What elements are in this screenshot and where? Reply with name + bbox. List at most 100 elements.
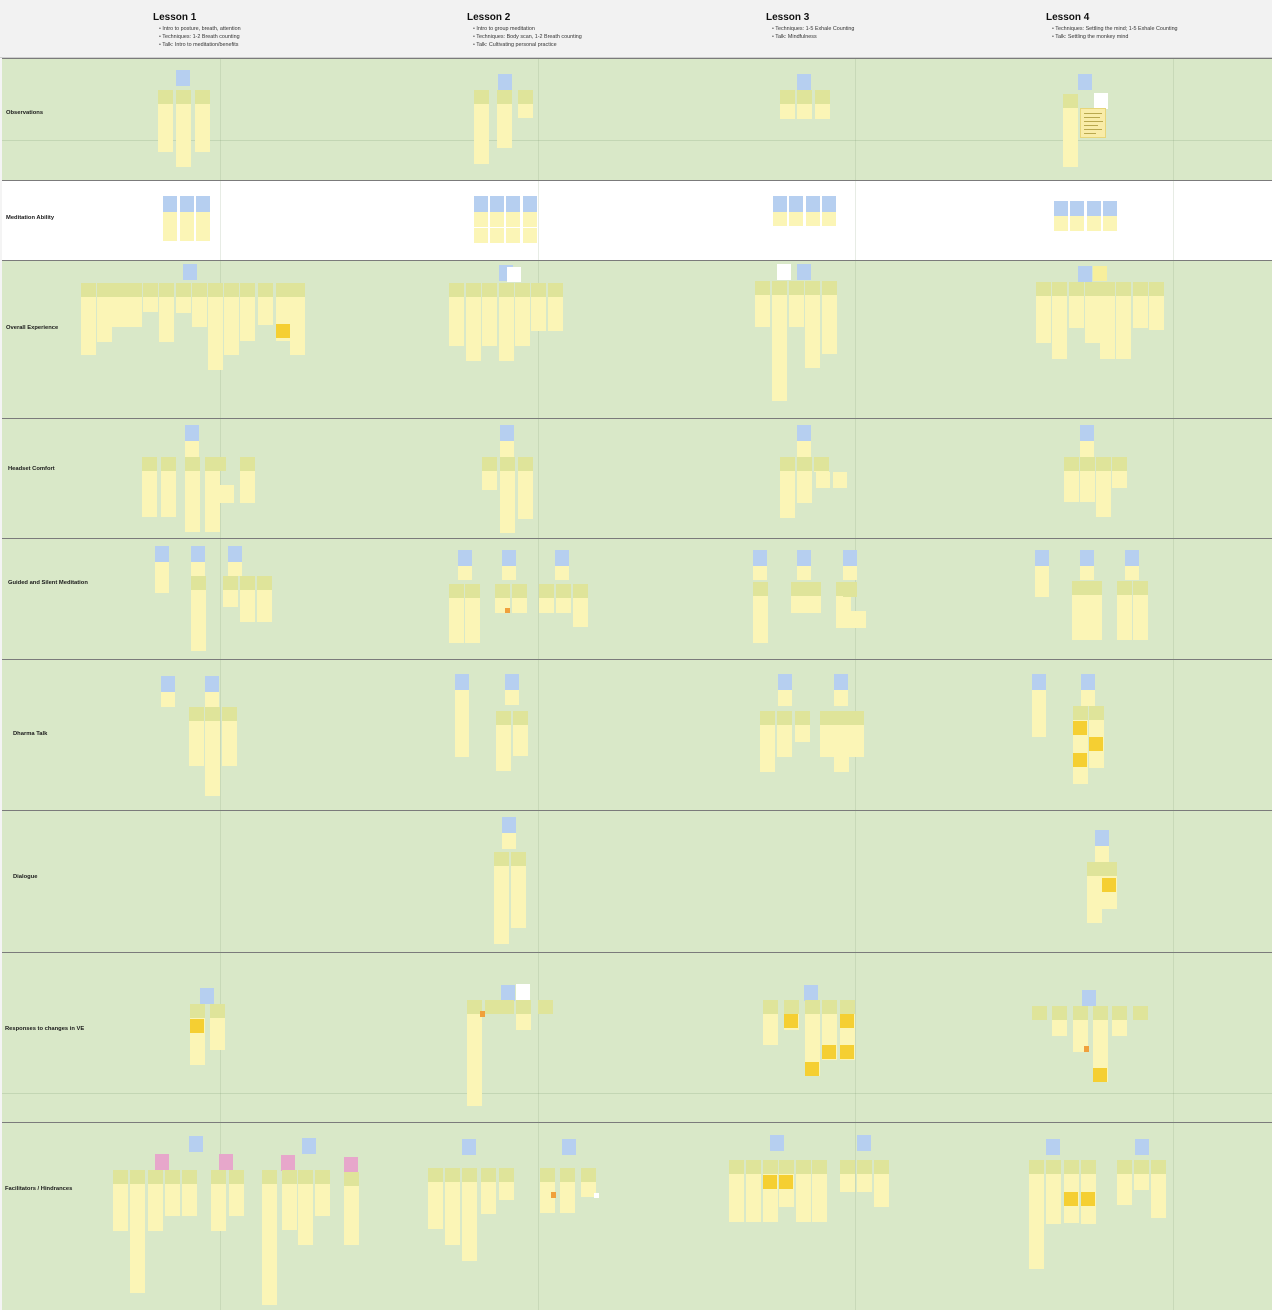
sticky-note[interactable]	[449, 598, 464, 643]
sticky-note-category[interactable]	[1052, 282, 1067, 296]
sticky-note-category[interactable]	[499, 1168, 514, 1182]
sticky-note[interactable]	[729, 1174, 744, 1222]
sticky-note[interactable]	[857, 1174, 872, 1192]
sticky-note[interactable]	[191, 562, 205, 576]
sticky-note[interactable]	[499, 1182, 514, 1200]
sticky-note[interactable]	[814, 471, 829, 472]
sticky-note-category[interactable]	[497, 90, 512, 104]
sticky-note-category[interactable]	[208, 283, 223, 297]
sticky-note[interactable]	[555, 566, 569, 580]
sticky-note[interactable]	[195, 104, 210, 152]
sticky-note-highlight[interactable]	[763, 1175, 777, 1189]
sticky-note-theme[interactable]	[500, 425, 514, 441]
sticky-note-category[interactable]	[223, 576, 238, 590]
sticky-note-category[interactable]	[1116, 282, 1131, 296]
sticky-note-theme[interactable]	[555, 550, 569, 566]
sticky-note-category[interactable]	[763, 1160, 778, 1174]
sticky-note[interactable]	[185, 441, 199, 457]
sticky-note-theme[interactable]	[498, 74, 512, 90]
sticky-note-category[interactable]	[165, 1170, 180, 1184]
sticky-note[interactable]	[228, 562, 242, 576]
sticky-note[interactable]	[753, 596, 768, 643]
sticky-note-category[interactable]	[1081, 1160, 1096, 1174]
sticky-note-category[interactable]	[445, 1168, 460, 1182]
sticky-note-theme[interactable]	[1095, 830, 1109, 846]
sticky-note-category[interactable]	[449, 584, 464, 598]
sticky-note[interactable]	[474, 212, 488, 227]
sticky-note-category[interactable]	[127, 283, 142, 297]
sticky-note[interactable]	[490, 212, 504, 227]
sticky-note-pink[interactable]	[219, 1154, 233, 1170]
sticky-note-category[interactable]	[276, 283, 291, 297]
sticky-note-theme[interactable]	[562, 1139, 576, 1155]
sticky-note-category[interactable]	[191, 576, 206, 590]
sticky-note-theme[interactable]	[797, 74, 811, 90]
sticky-note[interactable]	[843, 566, 857, 580]
sticky-note[interactable]	[196, 212, 210, 241]
sticky-note-category[interactable]	[581, 1168, 596, 1182]
sticky-note-category[interactable]	[729, 1160, 744, 1174]
sticky-note-theme[interactable]	[1103, 201, 1117, 217]
sticky-note-category[interactable]	[262, 1170, 277, 1184]
sticky-note-blank[interactable]	[1094, 93, 1108, 109]
sticky-note[interactable]	[165, 1184, 180, 1216]
sticky-note-theme[interactable]	[502, 817, 516, 833]
sticky-note[interactable]	[205, 692, 219, 707]
sticky-note-category[interactable]	[805, 1000, 820, 1014]
sticky-note-theme[interactable]	[502, 550, 516, 566]
sticky-note[interactable]	[428, 1182, 443, 1229]
sticky-note[interactable]	[822, 295, 837, 354]
sticky-note[interactable]	[746, 1174, 761, 1222]
sticky-note-category[interactable]	[797, 457, 812, 471]
sticky-note-category[interactable]	[485, 1000, 500, 1014]
sticky-note-category[interactable]	[210, 1004, 225, 1018]
sticky-note[interactable]	[1063, 108, 1078, 167]
sticky-note[interactable]	[494, 866, 509, 944]
sticky-note-theme[interactable]	[797, 550, 811, 566]
sticky-note[interactable]	[467, 1014, 482, 1106]
sticky-note-highlight[interactable]	[779, 1175, 793, 1189]
sticky-note-category[interactable]	[518, 90, 533, 104]
sticky-note[interactable]	[219, 485, 234, 503]
sticky-note-highlight[interactable]	[1064, 1192, 1078, 1206]
sticky-note[interactable]	[500, 471, 515, 533]
sticky-note-category[interactable]	[190, 1004, 205, 1018]
sticky-note[interactable]	[130, 1184, 145, 1293]
sticky-note-theme[interactable]	[806, 196, 820, 212]
sticky-note-highlight[interactable]	[1089, 737, 1103, 751]
sticky-note-category[interactable]	[148, 1170, 163, 1184]
sticky-note-category[interactable]	[222, 707, 237, 721]
sticky-note-category[interactable]	[449, 283, 464, 297]
sticky-note-category[interactable]	[516, 1000, 531, 1014]
sticky-note-category[interactable]	[192, 283, 207, 297]
sticky-note[interactable]	[518, 471, 533, 519]
sticky-note-category[interactable]	[1087, 581, 1102, 595]
sticky-note-highlight[interactable]	[190, 1019, 204, 1033]
sticky-note[interactable]	[780, 471, 795, 518]
sticky-note[interactable]	[506, 212, 520, 227]
sticky-note-category[interactable]	[1087, 862, 1102, 876]
sticky-note[interactable]	[791, 596, 806, 613]
sticky-note[interactable]	[797, 104, 812, 119]
sticky-note-category[interactable]	[195, 90, 210, 104]
sticky-note-category[interactable]	[112, 283, 127, 297]
sticky-note[interactable]	[512, 598, 527, 613]
sticky-note-theme[interactable]	[200, 988, 214, 1004]
sticky-note-category[interactable]	[531, 283, 546, 297]
sticky-note-theme[interactable]	[458, 550, 472, 566]
sticky-note[interactable]	[548, 297, 563, 331]
sticky-note[interactable]	[506, 228, 520, 243]
sticky-note-blank[interactable]	[516, 984, 530, 1000]
sticky-note[interactable]	[205, 721, 220, 796]
sticky-note[interactable]	[778, 690, 792, 706]
sticky-note[interactable]	[1134, 1174, 1149, 1190]
sticky-note-category[interactable]	[834, 711, 849, 725]
sticky-note[interactable]	[482, 471, 497, 490]
sticky-note-pink[interactable]	[155, 1154, 169, 1170]
sticky-note[interactable]	[523, 228, 537, 243]
sticky-note-category[interactable]	[779, 1160, 794, 1174]
sticky-note-category[interactable]	[1085, 282, 1100, 296]
sticky-note-theme[interactable]	[191, 546, 205, 562]
sticky-note-category[interactable]	[159, 283, 174, 297]
sticky-note[interactable]	[445, 1182, 460, 1245]
